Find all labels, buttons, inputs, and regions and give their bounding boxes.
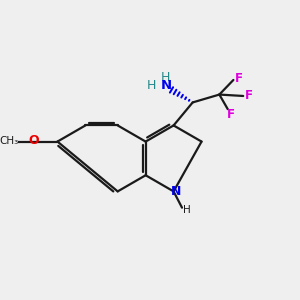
- Text: F: F: [245, 89, 253, 102]
- Text: N: N: [161, 79, 172, 92]
- Text: H: H: [160, 71, 170, 84]
- Text: H: H: [147, 79, 156, 92]
- Text: N: N: [171, 185, 181, 199]
- Text: CH₃: CH₃: [0, 136, 18, 146]
- Text: F: F: [227, 108, 235, 121]
- Text: F: F: [234, 72, 242, 85]
- Text: O: O: [28, 134, 39, 147]
- Text: H: H: [183, 205, 191, 215]
